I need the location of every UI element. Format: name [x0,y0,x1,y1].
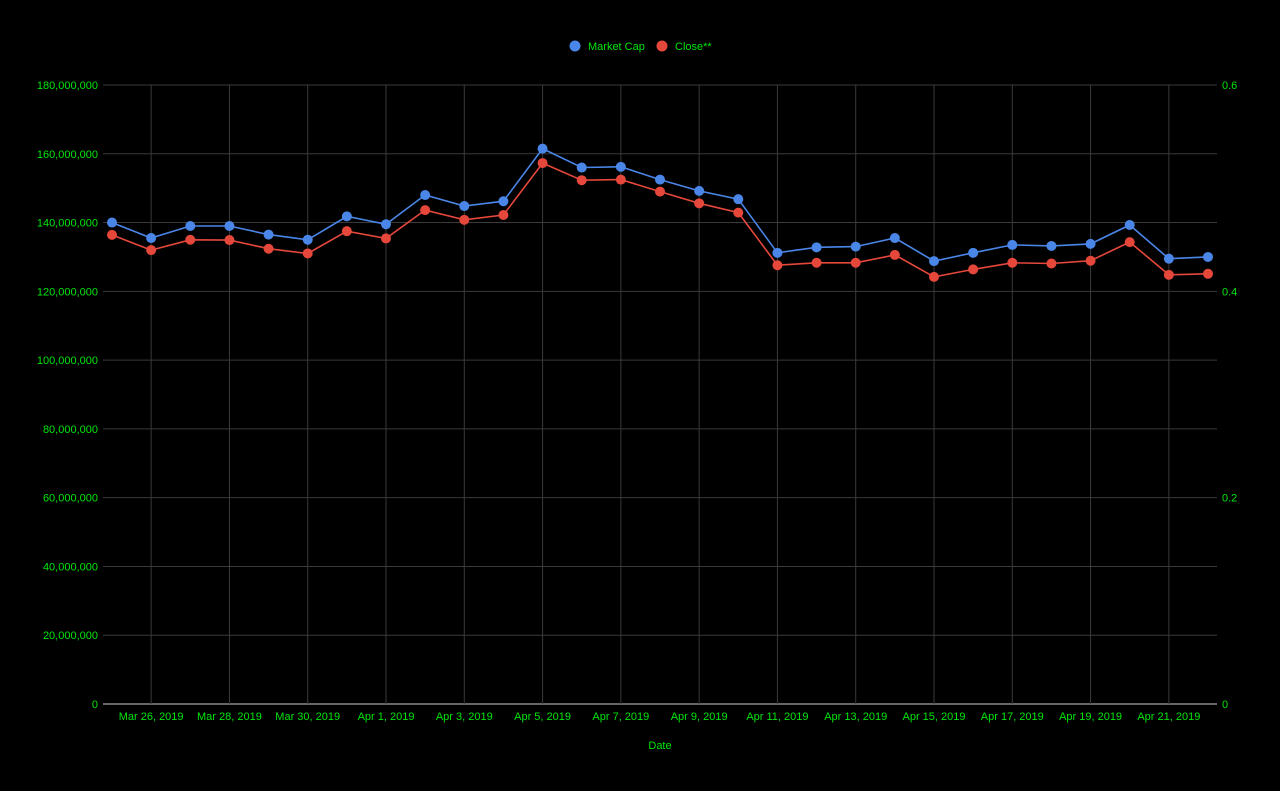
y-left-tick-label: 180,000,000 [37,80,98,92]
y-axis-left: 0 20,000,000 40,000,000 60,000,000 80,000,00… [37,80,98,711]
y-right-tick-label: 0 [1222,699,1228,711]
x-tick-label: Mar 30, 2019 [275,711,340,723]
legend-label-close[interactable]: Close** [675,41,712,53]
x-tick-label: Apr 21, 2019 [1137,711,1200,723]
data-point-market-cap[interactable] [1007,239,1018,250]
data-point-close[interactable] [107,229,117,240]
data-point-close[interactable] [615,174,626,185]
y-left-tick-label: 140,000,000 [37,218,98,230]
data-point-close[interactable] [537,158,548,169]
x-tick-label: Apr 1, 2019 [358,711,415,723]
y-right-tick-label: 0.4 [1222,286,1237,298]
data-point-market-cap[interactable] [968,247,979,258]
data-point-market-cap[interactable] [576,162,587,173]
data-point-close[interactable] [850,257,861,268]
data-point-close[interactable] [655,186,665,197]
x-tick-label: Mar 26, 2019 [119,711,184,723]
data-point-close[interactable] [1085,255,1096,266]
data-point-market-cap[interactable] [498,196,509,207]
data-point-market-cap[interactable] [146,233,157,244]
data-point-close[interactable] [459,214,470,225]
data-point-market-cap[interactable] [107,217,117,228]
data-point-market-cap[interactable] [889,233,900,244]
y-left-tick-label: 80,000,000 [43,424,98,436]
data-point-close[interactable] [341,226,352,237]
y-left-tick-label: 60,000,000 [43,493,98,505]
data-point-close[interactable] [811,257,822,268]
data-point-close[interactable] [929,271,939,282]
data-point-market-cap[interactable] [772,247,783,258]
data-point-close[interactable] [420,205,431,216]
data-point-close[interactable] [263,243,274,254]
x-tick-label: Apr 9, 2019 [671,711,728,723]
data-point-market-cap[interactable] [341,211,352,222]
series-layer [107,143,1213,282]
grid-lines [103,84,1217,705]
data-point-close[interactable] [224,235,235,246]
y-left-tick-label: 100,000,000 [37,355,98,367]
data-point-market-cap[interactable] [381,219,391,230]
data-point-market-cap[interactable] [733,194,744,205]
data-point-market-cap[interactable] [302,234,313,245]
x-axis: Mar 26, 2019 Mar 28, 2019 Mar 30, 2019 Apr … [119,711,1201,723]
x-tick-label: Mar 28, 2019 [197,711,262,723]
x-tick-label: Apr 15, 2019 [903,711,966,723]
data-point-close[interactable] [889,249,900,260]
data-point-market-cap[interactable] [1124,219,1135,230]
data-point-close[interactable] [1046,258,1057,269]
data-point-market-cap[interactable] [655,174,665,185]
x-tick-label: Apr 3, 2019 [436,711,493,723]
data-point-market-cap[interactable] [929,256,939,267]
data-point-close[interactable] [576,175,587,186]
data-point-market-cap[interactable] [185,220,196,231]
x-tick-label: Apr 11, 2019 [746,711,808,723]
data-point-close[interactable] [1007,257,1018,268]
data-point-close[interactable] [498,209,509,220]
y-left-tick-label: 120,000,000 [37,286,98,298]
data-point-market-cap[interactable] [1085,238,1096,249]
data-point-close[interactable] [146,245,157,256]
data-point-close[interactable] [1124,237,1135,248]
data-point-market-cap[interactable] [1046,240,1057,251]
legend-label-market-cap[interactable]: Market Cap [588,41,645,53]
x-axis-title: Date [648,740,671,752]
y-right-tick-label: 0.2 [1222,493,1237,505]
data-point-close[interactable] [694,198,705,209]
x-tick-label: Apr 13, 2019 [824,711,887,723]
data-point-close[interactable] [733,207,744,218]
data-point-close[interactable] [968,264,979,275]
y-left-tick-label: 0 [92,699,98,711]
data-point-market-cap[interactable] [850,241,861,252]
data-point-market-cap[interactable] [694,185,705,196]
data-point-market-cap[interactable] [420,190,431,201]
data-point-close[interactable] [381,233,391,244]
data-point-market-cap[interactable] [1203,251,1213,262]
y-left-tick-label: 40,000,000 [43,561,98,573]
data-point-market-cap[interactable] [459,201,470,212]
x-tick-label: Apr 7, 2019 [592,711,649,723]
data-point-close[interactable] [772,260,783,271]
data-point-close[interactable] [185,234,196,245]
data-point-close[interactable] [302,248,313,259]
legend: Market Cap Close** [569,40,712,53]
x-tick-label: Apr 17, 2019 [981,711,1044,723]
data-point-market-cap[interactable] [263,229,274,240]
data-point-market-cap[interactable] [224,220,235,231]
y-axis-right: 0 0.2 0.4 0.6 [1222,80,1237,711]
data-point-market-cap[interactable] [537,143,548,154]
y-left-tick-label: 20,000,000 [43,630,98,642]
legend-marker-close [656,40,668,52]
data-point-market-cap[interactable] [811,242,822,253]
legend-marker-market-cap [569,40,581,52]
data-point-close[interactable] [1163,269,1174,280]
x-tick-label: Apr 19, 2019 [1059,711,1122,723]
data-point-market-cap[interactable] [1163,253,1174,264]
y-right-tick-label: 0.6 [1222,80,1237,92]
y-left-tick-label: 160,000,000 [37,149,98,161]
data-point-close[interactable] [1203,268,1213,279]
x-tick-label: Apr 5, 2019 [514,711,571,723]
data-point-market-cap[interactable] [615,161,626,172]
